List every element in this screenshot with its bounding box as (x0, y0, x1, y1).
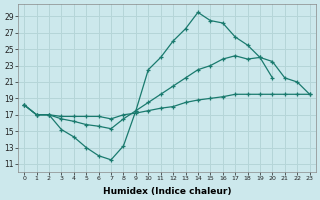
X-axis label: Humidex (Indice chaleur): Humidex (Indice chaleur) (103, 187, 231, 196)
